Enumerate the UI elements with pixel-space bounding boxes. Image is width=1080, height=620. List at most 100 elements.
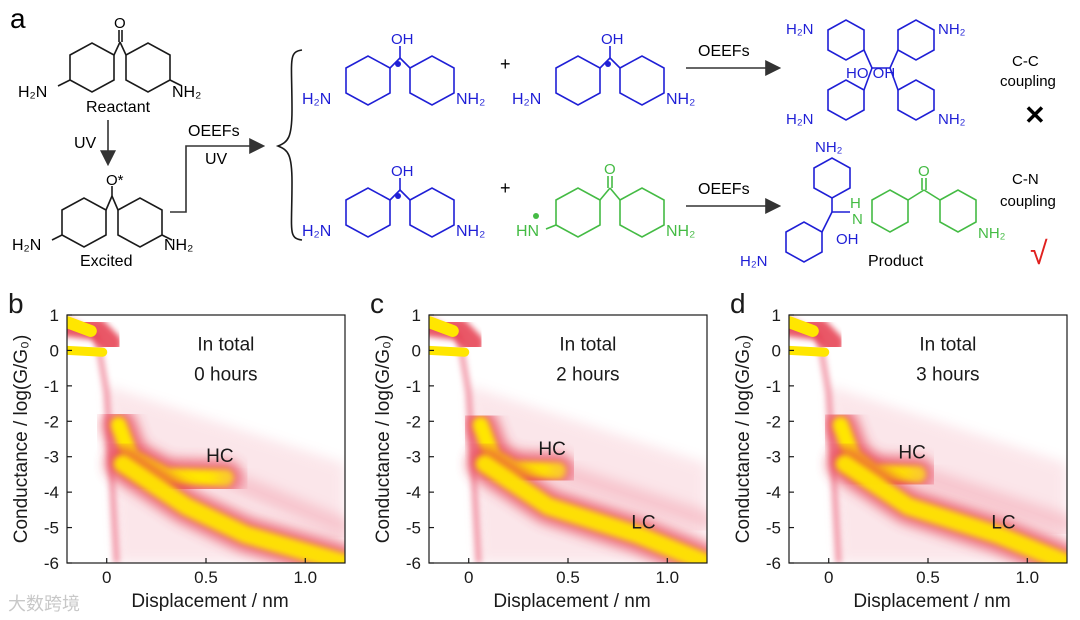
panel-label-a: a (10, 3, 26, 34)
radical-dot (605, 61, 611, 67)
y-tick-label: 0 (412, 341, 421, 360)
excited-right-amine: NH₂ (164, 237, 193, 254)
plus-1: + (500, 54, 511, 74)
dimer-oh: HO OH (846, 65, 895, 82)
product-n: N (852, 211, 863, 228)
y-tick-label: 1 (50, 306, 59, 325)
y-tick-label: -5 (766, 519, 781, 538)
x-tick-label: 1.0 (655, 568, 679, 587)
dimer-top-right: NH₂ (938, 21, 966, 38)
split-label-top: OEEFs (188, 123, 240, 140)
excited-molecule (51, 186, 173, 248)
excited-carbonyl-label: O* (106, 172, 124, 189)
radical-3-oh: OH (391, 163, 414, 180)
y-tick-label: 0 (50, 341, 59, 360)
y-tick-label: -4 (406, 483, 421, 502)
dimer-bottom-left: H₂N (786, 111, 814, 128)
y-tick-label: -5 (44, 519, 59, 538)
product-carbonyl: O (918, 163, 930, 180)
y-tick-label: -2 (44, 412, 59, 431)
radical-1-oh: OH (391, 31, 414, 48)
y-tick-label: -6 (44, 554, 59, 573)
oeefs-label-top: OEEFs (698, 43, 750, 60)
x-tick-label: 1.0 (1015, 568, 1039, 587)
radical-1-right: NH₂ (456, 91, 485, 108)
reactant-molecule (57, 30, 183, 93)
heatmap-panel-c: 1 0 -1 -2 -3 -4 -5 -6 0 0.5 1.0 Displacement / nm Co… (370, 288, 708, 612)
reaction-scheme: a O H₂N NH₂ Reactant UV O* H₂N NH₂ Excit… (10, 3, 1056, 271)
product-top-amine: NH₂ (815, 139, 843, 156)
oeefs-label-bottom: OEEFs (698, 181, 750, 198)
radical-2-left: H₂N (512, 91, 541, 108)
split-label-bottom: UV (205, 151, 228, 168)
y-tick-label: -3 (766, 448, 781, 467)
y-axis-label: Conductance / log(G/G₀) (11, 335, 32, 544)
product-right-amine: NH₂ (978, 225, 1006, 242)
y-tick-label: -2 (406, 412, 421, 431)
reactant-left-amine: H₂N (18, 84, 47, 101)
annotation-text: In total (919, 334, 976, 355)
cn-outcome-line1: C-N (1012, 171, 1039, 188)
y-tick-label: -4 (44, 483, 59, 502)
cc-outcome-line1: C-C (1012, 53, 1039, 70)
y-axis-label: Conductance / log(G/G₀) (373, 335, 394, 544)
feature-label: HC (898, 442, 925, 463)
radical-dot (533, 213, 539, 219)
annotation-text: In total (197, 334, 254, 355)
x-tick-label: 0 (464, 568, 473, 587)
pinacol-dimer (827, 19, 935, 121)
cn-outcome-line2: coupling (1000, 193, 1056, 210)
y-tick-label: -3 (406, 448, 421, 467)
product-left-amine: H₂N (740, 253, 768, 270)
panel-label: d (730, 288, 746, 319)
plus-2: + (500, 178, 511, 198)
y-tick-label: -1 (44, 377, 59, 396)
feature-label: LC (991, 513, 1015, 534)
aminyl-carbonyl: O (604, 161, 616, 178)
aminyl-right: NH₂ (666, 223, 695, 240)
radical-1-left: H₂N (302, 91, 331, 108)
x-tick-label: 0 (102, 568, 111, 587)
x-axis-label: Displacement / nm (131, 591, 288, 612)
x-tick-label: 1.0 (293, 568, 317, 587)
reactant-right-amine: NH₂ (172, 84, 201, 101)
density-map (789, 315, 1067, 563)
cc-outcome-line2: coupling (1000, 73, 1056, 90)
product-caption: Product (868, 253, 924, 270)
x-axis-label: Displacement / nm (493, 591, 650, 612)
branch-brace (275, 49, 303, 241)
cross-mark: ✕ (1024, 100, 1046, 130)
cn-product-green (871, 178, 977, 233)
annotation-text: 3 hours (916, 364, 979, 385)
y-tick-label: -1 (406, 377, 421, 396)
radical-2-right: NH₂ (666, 91, 695, 108)
y-tick-label: -6 (766, 554, 781, 573)
ketyl-radical-1 (345, 46, 455, 106)
y-tick-label: -6 (406, 554, 421, 573)
uv-label: UV (74, 135, 97, 152)
radical-dot (395, 193, 401, 199)
y-tick-label: -5 (406, 519, 421, 538)
heatmap-panel-d: 1 0 -1 -2 -3 -4 -5 -6 0 0.5 1.0 Displacement / nm Co… (730, 288, 1068, 612)
reactant-caption: Reactant (86, 99, 151, 116)
dimer-top-left: H₂N (786, 21, 814, 38)
dimer-bottom-right: NH₂ (938, 111, 966, 128)
check-mark: √ (1030, 235, 1048, 271)
feature-label: HC (206, 446, 233, 467)
density-map (67, 315, 345, 563)
x-axis-label: Displacement / nm (853, 591, 1010, 612)
x-tick-label: 0 (824, 568, 833, 587)
ketyl-radical-2 (555, 46, 665, 106)
panel-label: b (8, 288, 24, 319)
annotation-text: 2 hours (556, 364, 619, 385)
annotation-text: 0 hours (194, 364, 257, 385)
radical-3-right: NH₂ (456, 223, 485, 240)
aminyl-left: HN (516, 223, 539, 240)
cn-product-blue (785, 157, 851, 263)
aminyl-radical (545, 176, 665, 238)
product-h: H (850, 195, 861, 212)
feature-label: LC (631, 513, 655, 534)
excited-left-amine: H₂N (12, 237, 41, 254)
ketyl-radical-3 (345, 178, 455, 238)
x-tick-label: 0.5 (194, 568, 218, 587)
